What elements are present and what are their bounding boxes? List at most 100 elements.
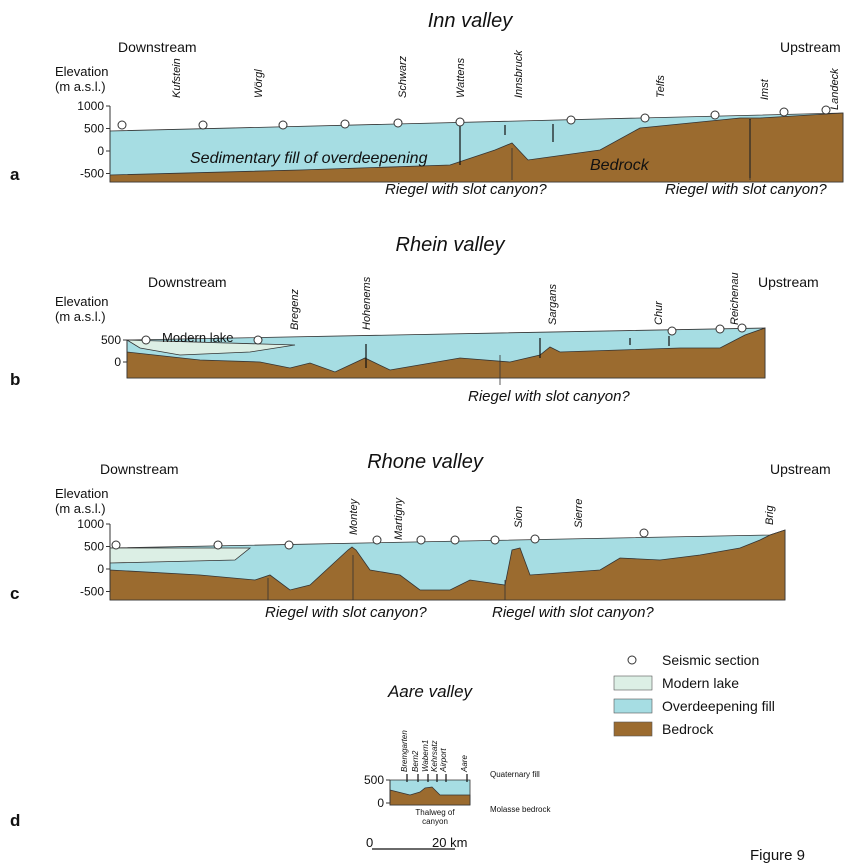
panel-title: Inn valley: [428, 10, 513, 32]
place-name: Sargans: [547, 284, 559, 325]
y-tick-label: -500: [80, 585, 104, 599]
legend-label: Bedrock: [662, 721, 714, 737]
annotation: Riegel with slot canyon?: [665, 181, 827, 198]
seismic-section: [780, 108, 788, 116]
place-name: Bern2: [411, 750, 420, 772]
place-name: Kufstein: [171, 58, 183, 98]
seismic-section: [711, 111, 719, 119]
seismic-section: [341, 120, 349, 128]
place-name: Reichenau: [729, 272, 741, 325]
annotation: Molasse bedrock: [490, 805, 551, 814]
seismic-section: [279, 121, 287, 129]
seismic-section: [531, 535, 539, 543]
annotation: Riegel with slot canyon?: [385, 181, 547, 198]
y-tick-label: 0: [97, 562, 104, 576]
scale-end: 20 km: [432, 835, 467, 850]
y-tick-label: 1000: [77, 99, 104, 113]
seismic-section: [451, 536, 459, 544]
panel-title: Rhone valley: [367, 451, 484, 473]
place-name: Innsbruck: [513, 50, 525, 98]
upstream-label: Upstream: [770, 461, 831, 477]
legend-swatch: [614, 722, 652, 736]
seismic-section: [567, 116, 575, 124]
y-tick-label: 0: [377, 796, 384, 810]
panel-letter: a: [10, 165, 20, 184]
y-tick-label: -500: [80, 167, 104, 181]
place-name: Brig: [764, 505, 776, 525]
downstream-label: Downstream: [100, 461, 179, 477]
place-name: Telfs: [655, 75, 667, 98]
y-tick-label: 500: [364, 773, 384, 787]
seismic-section: [118, 121, 126, 129]
seismic-section: [640, 529, 648, 537]
y-tick-label: 0: [114, 355, 121, 369]
axis-label: Elevation: [55, 294, 108, 309]
seismic-section: [716, 325, 724, 333]
place-name: Wörgl: [253, 69, 265, 98]
annotation: Riegel with slot canyon?: [492, 604, 654, 621]
y-tick-label: 500: [101, 333, 121, 347]
place-name: Airport: [439, 748, 448, 773]
annotation: Modern lake: [162, 330, 234, 345]
axis-label: Elevation: [55, 64, 108, 79]
place-name: Sion: [513, 506, 525, 528]
panel-letter: c: [10, 584, 19, 603]
place-name: Imst: [759, 78, 771, 100]
y-tick-label: 500: [84, 540, 104, 554]
seismic-section: [417, 536, 425, 544]
seismic-section: [456, 118, 464, 126]
seismic-section: [214, 541, 222, 549]
panel-letter: d: [10, 811, 20, 830]
axis-label: (m a.s.l.): [55, 309, 106, 324]
place-name: Bregenz: [289, 289, 301, 330]
upstream-label: Upstream: [758, 274, 819, 290]
axis-label: (m a.s.l.): [55, 79, 106, 94]
place-name: Wabern1: [421, 740, 430, 772]
figure-label: Figure 9: [750, 847, 805, 863]
seismic-section: [142, 336, 150, 344]
place-name: Aare: [460, 755, 469, 773]
axis-label: (m a.s.l.): [55, 501, 106, 516]
place-name: Schwarz: [397, 55, 409, 98]
place-name: Kehrsatz: [430, 740, 439, 772]
annotation: canyon: [422, 817, 448, 826]
legend-swatch: [614, 699, 652, 713]
seismic-section: [491, 536, 499, 544]
place-name: Martigny: [393, 496, 405, 540]
annotation: Sedimentary fill of overdeepening: [190, 150, 428, 167]
place-name: Wattens: [455, 57, 467, 98]
panel-title: Rhein valley: [396, 234, 506, 256]
place-name: Sierre: [573, 499, 585, 528]
downstream-label: Downstream: [148, 274, 227, 290]
annotation: Riegel with slot canyon?: [265, 604, 427, 621]
seismic-section: [394, 119, 402, 127]
legend-label: Seismic section: [662, 652, 759, 668]
seismic-section: [199, 121, 207, 129]
annotation: Riegel with slot canyon?: [468, 388, 630, 405]
legend-label: Overdeepening fill: [662, 698, 775, 714]
seismic-section: [641, 114, 649, 122]
place-name: Hohenems: [361, 276, 373, 330]
place-name: Landeck: [829, 68, 841, 110]
panel-letter: b: [10, 370, 20, 389]
seismic-section: [373, 536, 381, 544]
annotation: Bedrock: [590, 157, 650, 174]
downstream-label: Downstream: [118, 39, 197, 55]
figure: Figure 9 0 20 km a Inn valley Downstream Up…: [0, 0, 848, 863]
annotation: Quaternary fill: [490, 770, 540, 779]
scale-start: 0: [366, 835, 373, 850]
upstream-label: Upstream: [780, 39, 841, 55]
legend-label: Modern lake: [662, 675, 739, 691]
seismic-section: [668, 327, 676, 335]
seismic-section: [254, 336, 262, 344]
legend-symbol: [628, 656, 636, 664]
y-tick-label: 500: [84, 122, 104, 136]
annotation: Thalweg of: [415, 808, 455, 817]
panel-title: Aare valley: [387, 682, 474, 701]
axis-label: Elevation: [55, 486, 108, 501]
seismic-section: [285, 541, 293, 549]
place-name: Bremgarten: [400, 730, 409, 772]
seismic-section: [112, 541, 120, 549]
y-tick-label: 0: [97, 144, 104, 158]
legend-swatch: [614, 676, 652, 690]
